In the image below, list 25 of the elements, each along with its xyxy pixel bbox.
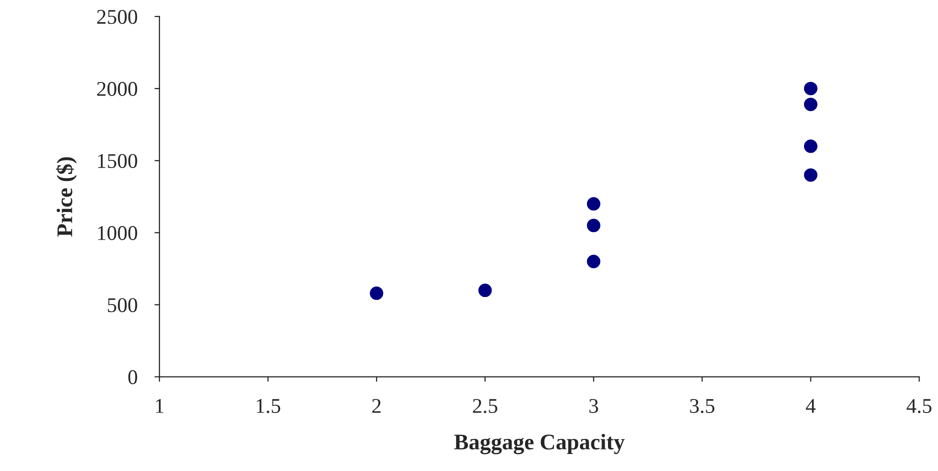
x-tick-label: 3.5	[690, 398, 714, 414]
x-tick-label: 2	[372, 398, 381, 413]
y-tick-label: 1500	[98, 154, 138, 168]
y-tick-label: 500	[108, 298, 138, 312]
y-tick-label: 0	[128, 370, 138, 384]
x-tick-label: 3	[589, 398, 598, 413]
point	[586, 254, 600, 268]
y-axis-title: Price ($)	[56, 157, 77, 237]
x-tick-label: 1	[156, 399, 164, 413]
point	[370, 286, 384, 300]
x-tick-label: 4	[806, 399, 816, 413]
point	[804, 168, 818, 182]
point	[586, 218, 600, 232]
point	[804, 139, 818, 153]
point	[586, 197, 600, 211]
y-tick-label: 1000	[98, 226, 138, 240]
x-tick-label: 1.5	[256, 399, 280, 414]
point	[804, 82, 818, 96]
point	[804, 98, 818, 112]
x-tick-label: 2.5	[472, 398, 498, 414]
x-tick-label: 4.5	[906, 399, 932, 414]
point	[478, 284, 492, 298]
x-axis-title: Baggage Capacity	[454, 434, 625, 454]
y-tick-label: 2500	[97, 10, 138, 24]
y-tick-label: 2000	[97, 82, 138, 96]
